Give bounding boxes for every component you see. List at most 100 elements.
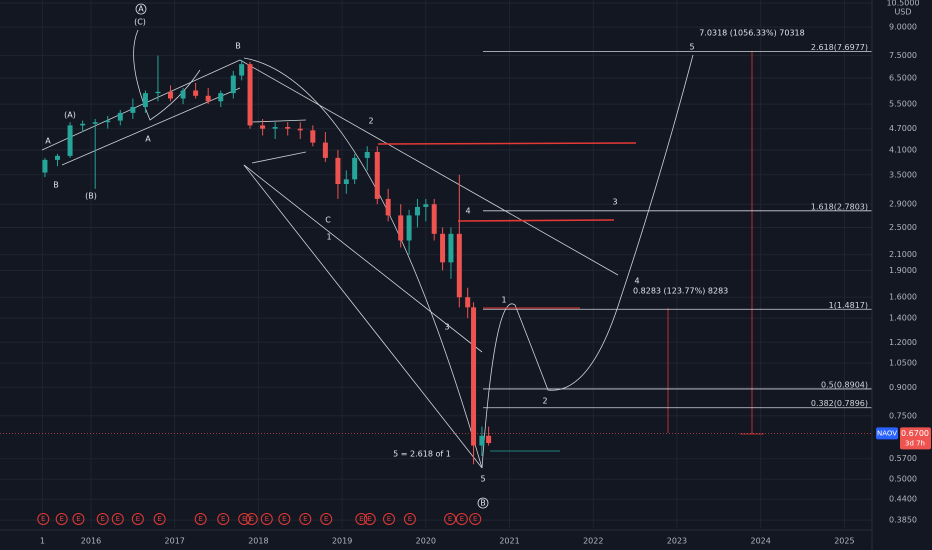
axes: 10.50009.00007.50006.50005.50004.70004.1…: [37, 0, 920, 546]
wave-label: A: [138, 5, 144, 14]
candle-body: [260, 125, 266, 129]
y-tick-label: 10.5000: [886, 0, 919, 7]
channel-line: [41, 59, 241, 151]
candle-body: [92, 122, 98, 124]
earnings-label: E: [473, 515, 477, 523]
y-tick-label: 1.0500: [889, 359, 917, 368]
x-tick-label: 2016: [81, 537, 101, 546]
x-tick-label: 2021: [499, 537, 519, 546]
wave-circle: [477, 497, 489, 509]
wave-label: B: [235, 42, 241, 51]
earnings-label: E: [100, 515, 104, 523]
y-tick-label: 7.5000: [889, 51, 917, 60]
wave-label: 1: [501, 296, 506, 305]
candle-body: [67, 125, 73, 156]
x-tick-label: 2024: [750, 537, 770, 546]
x-tick-label: 2018: [248, 537, 268, 546]
annotations: A (C) A (A) B (B) A B C 1 2 4 3 5 B 5 = …: [45, 5, 804, 508]
y-tick-label: 2.1000: [889, 250, 917, 259]
earnings-marker: [355, 513, 368, 525]
earnings-marker: [131, 513, 144, 525]
earnings-marker: [320, 513, 333, 525]
candle-body: [142, 93, 148, 107]
earnings-label: E: [242, 515, 246, 523]
y-tick-label: 6.5000: [889, 73, 917, 82]
y-tick-label: 0.9000: [889, 383, 917, 392]
candle-body: [322, 142, 328, 158]
flag-line: [251, 119, 307, 123]
earnings-label: E: [448, 515, 452, 523]
measure-label: 0.8283 (123.77%) 8283: [633, 287, 728, 296]
wave-label: 4: [465, 207, 470, 216]
wave-label: 1: [326, 233, 331, 242]
earnings-marker: [278, 513, 291, 525]
y-tick-label: 1.4000: [889, 314, 917, 323]
wave-label: A: [145, 135, 151, 144]
candle-body: [406, 215, 412, 241]
x-tick-label: 1: [40, 537, 45, 546]
earnings-label: E: [408, 515, 412, 523]
earnings-label: E: [76, 515, 80, 523]
candle-body: [168, 91, 174, 99]
y-tick-label: 0.3850: [889, 516, 917, 525]
earnings-marker: [382, 513, 395, 525]
candle-body: [42, 159, 48, 173]
price-label: 0.6700: [901, 429, 929, 438]
candle-body: [423, 204, 429, 207]
channel-line: [243, 164, 483, 353]
candle-body: [343, 179, 349, 185]
earnings-marker: [403, 513, 416, 525]
y-tick-label: 1.6000: [889, 293, 917, 302]
fib-label: 1.618(2.7803): [811, 202, 868, 211]
candle-body: [352, 157, 358, 180]
x-tick-label: 2020: [416, 537, 436, 546]
wave-label: 3: [612, 198, 617, 207]
candle-body: [272, 127, 278, 129]
countdown-label: 3d 7h: [905, 439, 925, 447]
earnings-marker: [455, 513, 468, 525]
projection: [481, 54, 694, 469]
y-tick-label: 1.2000: [889, 338, 917, 347]
y-tick-label: 0.7500: [889, 411, 917, 420]
candle-body: [479, 435, 485, 446]
candle-body: [247, 64, 253, 126]
x-tick-label: 2017: [165, 537, 185, 546]
earnings-label: E: [303, 515, 307, 523]
candle-body: [465, 297, 471, 308]
candles: [42, 55, 492, 465]
y-tick-label: 9.0000: [889, 23, 917, 32]
wave-line: [243, 164, 483, 469]
earnings-marker: [238, 513, 251, 525]
symbol-box: [876, 427, 898, 440]
candle-body: [130, 106, 136, 113]
earnings-marker: [363, 513, 376, 525]
y-tick-label: 2.9000: [889, 200, 917, 209]
candle-body: [364, 151, 370, 158]
candle-body: [297, 128, 303, 131]
candle-body: [431, 204, 437, 234]
wave-label: (B): [85, 192, 97, 201]
candle-body: [55, 155, 61, 160]
earnings-marker: [217, 513, 230, 525]
price-box: [900, 427, 931, 450]
wave-label: C: [325, 216, 331, 225]
wave-label: 3: [444, 323, 449, 332]
earnings-label: E: [59, 515, 63, 523]
fib-label: 0.382(0.7896): [811, 399, 868, 408]
earnings-marker: [194, 513, 207, 525]
currency-label: USD: [894, 8, 911, 17]
flag-line: [251, 151, 307, 164]
candle-body: [398, 215, 404, 241]
earnings-label: E: [282, 515, 286, 523]
candle-body: [218, 93, 224, 102]
candle-body: [440, 233, 446, 263]
x-tick-label: 2023: [667, 537, 687, 546]
fib-levels: 2.618(7.6977) 1.618(2.7803) 1(1.4817) 0.5(0…: [483, 43, 872, 408]
symbol-label: NAOV: [877, 429, 897, 437]
earnings-label: E: [249, 515, 253, 523]
arc: [243, 57, 483, 469]
wave-label: (C): [134, 18, 146, 27]
note: 5 = 2.618 of 1: [393, 450, 451, 459]
earnings-label: E: [136, 515, 140, 523]
